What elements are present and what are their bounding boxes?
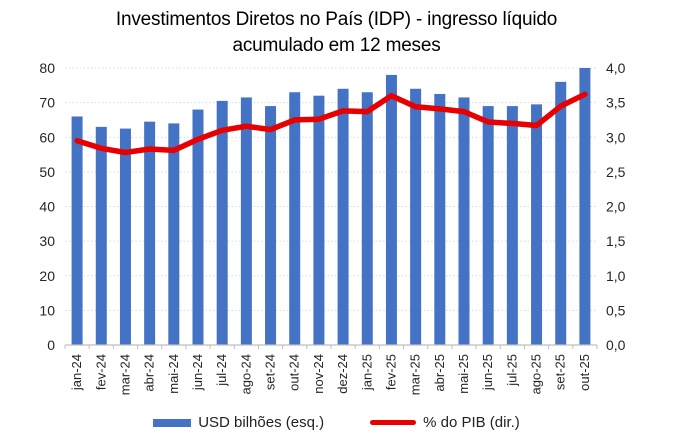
- line-series-label: % do PIB (dir.): [423, 414, 520, 431]
- x-axis-label-jul-25: jul-25: [504, 354, 519, 387]
- bar-jul-25: [506, 106, 518, 346]
- x-axis-label-mar-24: mar-24: [117, 354, 132, 395]
- left-axis-tick-label: 60: [39, 129, 55, 145]
- right-axis-tick-label: 3,5: [606, 95, 626, 111]
- bar-mai-25: [458, 97, 470, 346]
- bar-mai-24: [168, 123, 180, 346]
- left-axis-tick-label: 20: [39, 268, 55, 284]
- x-axis-label-jun-24: jun-24: [190, 354, 205, 391]
- x-axis-label-nov-24: nov-24: [311, 354, 326, 394]
- bar-jan-24: [71, 116, 83, 345]
- bar-jul-24: [216, 100, 228, 345]
- x-axis-label-abr-25: abr-25: [432, 354, 447, 392]
- bar-dez-24: [337, 88, 349, 346]
- bar-jun-25: [482, 106, 494, 346]
- bar-mar-25: [410, 88, 422, 346]
- x-axis-label-out-25: out-25: [577, 354, 592, 391]
- right-axis-tick-label: 0,0: [606, 337, 626, 353]
- bar-mar-24: [119, 128, 131, 345]
- x-axis-label-dez-24: dez-24: [335, 354, 350, 394]
- bar-set-24: [265, 106, 277, 346]
- right-axis-tick-label: 1,0: [606, 268, 626, 284]
- x-axis-label-jan-25: jan-25: [359, 354, 374, 391]
- chart-title: Investimentos Diretos no País (IDP) - in…: [0, 0, 673, 59]
- bar-jan-25: [361, 92, 373, 345]
- x-axis-label-set-25: set-25: [553, 354, 568, 390]
- left-axis-tick-label: 50: [39, 164, 55, 180]
- x-axis-label-set-24: set-24: [263, 354, 278, 390]
- left-axis-tick-label: 80: [39, 60, 55, 76]
- bar-out-25: [579, 68, 591, 345]
- bar-series-label: USD bilhões (esq.): [198, 414, 325, 431]
- x-axis-label-fev-24: fev-24: [93, 354, 108, 390]
- right-axis-tick-label: 3,0: [606, 129, 626, 145]
- bar-ago-25: [531, 104, 543, 345]
- bar-jun-24: [192, 109, 204, 345]
- bar-fev-24: [95, 126, 107, 345]
- bar-nov-24: [313, 95, 325, 345]
- x-axis-label-abr-24: abr-24: [142, 354, 157, 392]
- bar-set-25: [555, 81, 567, 345]
- bar-fev-25: [385, 74, 397, 346]
- bar-ago-24: [240, 97, 252, 346]
- left-axis-tick-label: 30: [39, 233, 55, 249]
- bar-abr-25: [434, 93, 446, 345]
- right-axis-tick-label: 0,5: [606, 302, 626, 318]
- right-axis-tick-label: 2,0: [606, 199, 626, 215]
- x-axis-label-mai-24: mai-24: [166, 354, 181, 394]
- left-axis-tick-label: 10: [39, 302, 55, 318]
- x-axis-label-mar-25: mar-25: [408, 354, 423, 395]
- right-axis-tick-label: 2,5: [606, 164, 626, 180]
- right-axis-tick-label: 1,5: [606, 233, 626, 249]
- bar-out-24: [289, 92, 301, 345]
- x-axis-label-ago-24: ago-24: [238, 354, 253, 394]
- left-axis-tick-label: 70: [39, 95, 55, 111]
- chart-title-line-2: acumulado em 12 meses: [232, 35, 441, 56]
- x-axis-label-mai-25: mai-25: [456, 354, 471, 394]
- x-axis-label-fev-25: fev-25: [383, 354, 398, 390]
- x-axis-label-jan-24: jan-24: [69, 354, 84, 391]
- bar-series-swatch: [153, 418, 192, 427]
- pib-line-series: [74, 91, 588, 156]
- legend-item-line: % do PIB (dir.): [370, 414, 520, 431]
- x-axis-label-jul-24: jul-24: [214, 354, 229, 387]
- right-axis-tick-label: 4,0: [606, 60, 626, 76]
- chart-title-line-1: Investimentos Diretos no País (IDP) - in…: [115, 9, 558, 30]
- legend-item-bars: USD bilhões (esq.): [153, 414, 324, 431]
- chart-legend: USD bilhões (esq.) % do PIB (dir.): [0, 414, 673, 431]
- x-axis-label-out-24: out-24: [287, 354, 302, 391]
- line-series-swatch: [370, 420, 417, 425]
- left-axis-tick-label: 40: [39, 199, 55, 215]
- left-axis-tick-label: 0: [47, 337, 55, 353]
- chart-canvas: 0 0,0 10 0,5 20 1,0 30 1,5 40 2,0 50 2,5 60 3,0 70 3,5 8…: [39, 60, 626, 395]
- x-axis-label-ago-25: ago-25: [529, 354, 544, 394]
- chart-area: 0 0,0 10 0,5 20 1,0 30 1,5 40 2,0 50 2,5 60 3,0 70 3,5 8…: [0, 60, 673, 412]
- x-axis-label-jun-25: jun-25: [480, 354, 495, 391]
- bar-abr-24: [144, 121, 156, 345]
